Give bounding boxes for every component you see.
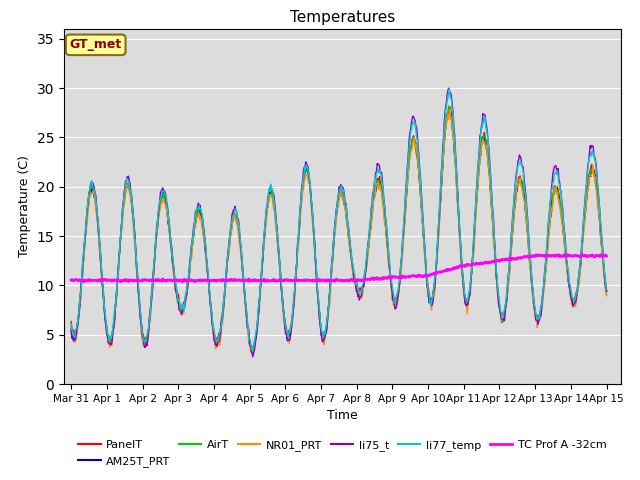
Title: Temperatures: Temperatures [290,10,395,25]
PanelT [603,288,611,294]
NR01_PRT [603,293,611,299]
NR01_PRT [446,107,454,112]
li75_t [186,257,194,263]
TC Prof A -32cm [179,279,186,285]
AirT [445,103,452,109]
Line: TC Prof A -32cm: TC Prof A -32cm [71,254,607,282]
Y-axis label: Temperature (C): Temperature (C) [18,156,31,257]
Line: NR01_PRT: NR01_PRT [71,109,607,352]
AirT [67,324,75,330]
li75_t [249,354,257,360]
li75_t [67,328,75,334]
li77_temp [603,287,611,292]
li75_t [404,148,412,154]
PanelT [77,288,84,293]
li75_t [132,250,140,256]
NR01_PRT [404,166,412,172]
TC Prof A -32cm [603,253,611,259]
AM25T_PRT [404,168,412,174]
NR01_PRT [132,254,140,260]
AM25T_PRT [132,253,140,259]
PanelT [250,347,257,353]
TC Prof A -32cm [187,277,195,283]
NR01_PRT [67,330,75,336]
PanelT [404,164,412,170]
NR01_PRT [420,244,428,250]
li77_temp [186,258,194,264]
AirT [186,258,194,264]
li75_t [445,85,452,91]
AM25T_PRT [420,240,428,246]
TC Prof A -32cm [578,252,586,257]
Text: GT_met: GT_met [70,38,122,51]
TC Prof A -32cm [77,277,84,283]
AM25T_PRT [67,326,75,332]
li77_temp [67,321,75,327]
AirT [132,250,140,255]
PanelT [420,237,428,242]
Line: AM25T_PRT: AM25T_PRT [71,112,607,352]
AM25T_PRT [249,349,257,355]
li77_temp [404,153,412,159]
Line: PanelT: PanelT [71,107,607,350]
AM25T_PRT [445,109,452,115]
li77_temp [249,347,257,352]
li77_temp [420,238,428,244]
NR01_PRT [248,349,255,355]
AM25T_PRT [215,337,223,343]
PanelT [446,104,454,110]
li75_t [215,338,223,344]
X-axis label: Time: Time [327,409,358,422]
li75_t [603,288,611,294]
li75_t [420,235,428,240]
AirT [603,292,611,298]
TC Prof A -32cm [216,277,223,283]
AM25T_PRT [77,293,84,299]
li75_t [77,286,84,292]
NR01_PRT [77,295,84,301]
AirT [248,346,255,352]
PanelT [132,251,140,257]
TC Prof A -32cm [420,273,428,278]
Line: li77_temp: li77_temp [71,89,607,349]
Legend: PanelT, AM25T_PRT, AirT, NR01_PRT, li75_t, li77_temp, TC Prof A -32cm: PanelT, AM25T_PRT, AirT, NR01_PRT, li75_… [74,436,611,471]
AM25T_PRT [186,257,194,263]
li77_temp [77,288,84,294]
li77_temp [215,338,223,344]
TC Prof A -32cm [132,277,140,283]
NR01_PRT [215,339,223,345]
AM25T_PRT [603,288,611,294]
li77_temp [445,86,452,92]
Line: AirT: AirT [71,106,607,349]
PanelT [215,331,223,337]
TC Prof A -32cm [67,277,75,283]
li77_temp [132,250,140,255]
NR01_PRT [186,261,194,267]
AirT [404,166,412,171]
AirT [215,338,223,344]
PanelT [67,319,75,324]
Line: li75_t: li75_t [71,88,607,357]
AirT [420,239,428,245]
PanelT [186,258,194,264]
TC Prof A -32cm [404,274,412,280]
AirT [77,288,84,294]
